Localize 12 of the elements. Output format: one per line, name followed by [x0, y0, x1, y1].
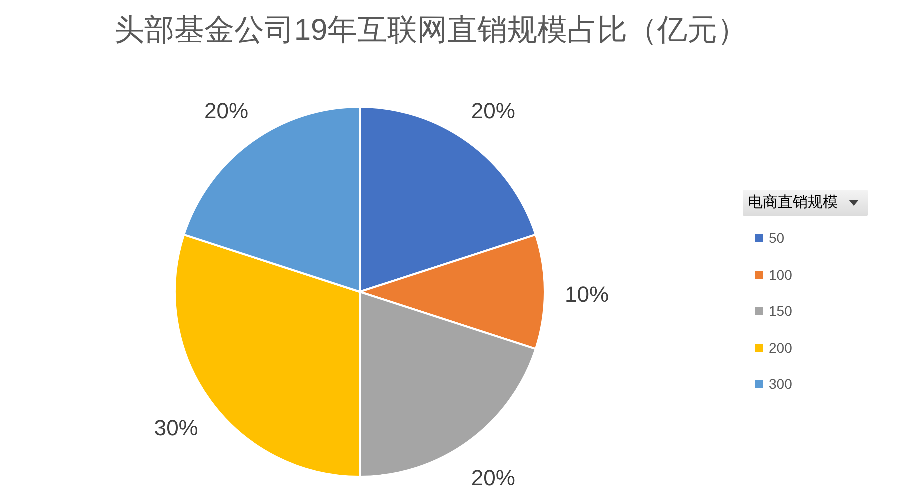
- legend-label: 50: [769, 230, 785, 246]
- legend-label: 100: [769, 266, 792, 283]
- field-button: 电商直销规模: [743, 190, 868, 216]
- legend-label: 200: [769, 340, 792, 356]
- data-label: 20%: [471, 98, 516, 124]
- data-label: 30%: [154, 415, 198, 440]
- legend-label: 150: [769, 303, 792, 320]
- legend-label: 300: [769, 376, 792, 392]
- chart-title: 头部基金公司19年互联网直销规模占比（亿元）: [113, 13, 749, 49]
- data-label: 20%: [204, 98, 249, 124]
- data-label: 20%: [471, 466, 516, 491]
- data-label: 10%: [564, 282, 610, 308]
